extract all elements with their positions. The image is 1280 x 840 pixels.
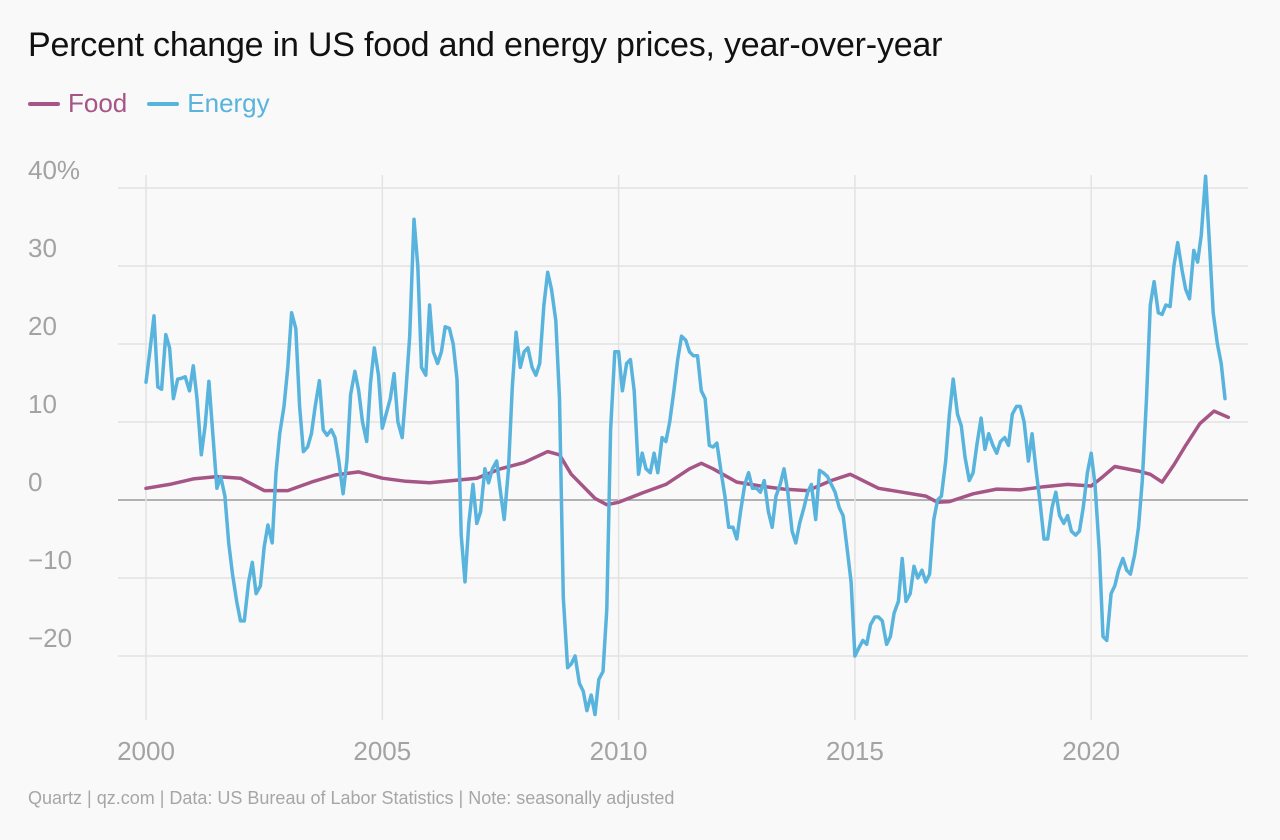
x-axis-tick-labels: 2000 2005 2010 2015 2020 <box>117 736 1120 766</box>
legend-label-food: Food <box>68 88 128 118</box>
series-line-energy <box>144 174 1227 717</box>
y-tick-label: −20 <box>28 623 72 653</box>
legend-label-energy: Energy <box>187 88 270 118</box>
series-lines <box>144 174 1231 717</box>
x-tick-label: 2010 <box>590 736 648 766</box>
source-note: Quartz | qz.com | Data: US Bureau of Lab… <box>28 788 675 808</box>
legend-item-energy: Energy <box>147 88 270 119</box>
series-line-food <box>144 409 1231 507</box>
y-tick-label: 30 <box>28 233 57 263</box>
y-tick-label: 40% <box>28 155 80 185</box>
y-tick-label: −10 <box>28 545 72 575</box>
chart-title: Percent change in US food and energy pri… <box>28 26 943 64</box>
legend: Food Energy <box>28 88 290 119</box>
x-tick-label: 2020 <box>1062 736 1120 766</box>
y-tick-label: 20 <box>28 311 57 341</box>
y-tick-label: 0 <box>28 467 42 497</box>
legend-item-food: Food <box>28 88 127 119</box>
gridlines <box>118 175 1248 720</box>
y-tick-label: 10 <box>28 389 57 419</box>
x-tick-label: 2015 <box>826 736 884 766</box>
y-axis-tick-labels: 40% 30 20 10 0 −10 −20 <box>28 155 80 653</box>
legend-swatch-energy <box>147 101 180 106</box>
x-tick-label: 2005 <box>353 736 411 766</box>
legend-swatch-food <box>28 101 60 106</box>
x-tick-label: 2000 <box>117 736 175 766</box>
